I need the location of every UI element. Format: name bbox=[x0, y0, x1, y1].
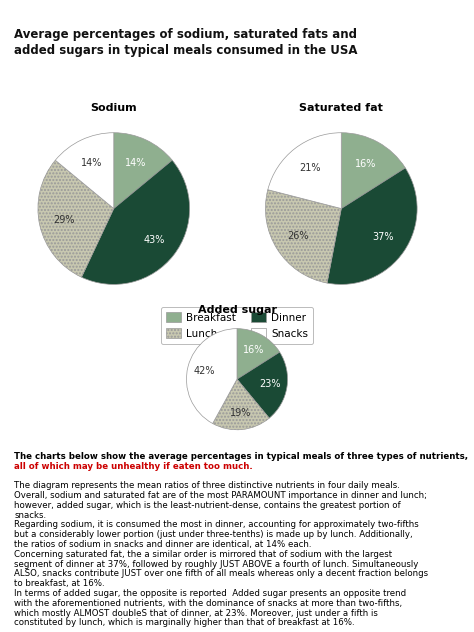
Wedge shape bbox=[186, 329, 237, 423]
Wedge shape bbox=[237, 329, 280, 379]
Text: the ratios of sodium in snacks and dinner are identical, at 14% each.: the ratios of sodium in snacks and dinne… bbox=[14, 540, 312, 549]
Text: segment of dinner at 37%, followed by roughly JUST ABOVE a fourth of lunch. Simu: segment of dinner at 37%, followed by ro… bbox=[14, 560, 419, 569]
Title: Added sugar: Added sugar bbox=[198, 305, 276, 315]
Wedge shape bbox=[38, 161, 114, 277]
Text: 16%: 16% bbox=[355, 159, 376, 169]
Wedge shape bbox=[82, 161, 190, 284]
Text: which mostly ALMOST doubleS that of dinner, at 23%. Moreover, just under a fifth: which mostly ALMOST doubleS that of dinn… bbox=[14, 609, 378, 617]
Text: 29%: 29% bbox=[54, 215, 75, 224]
Wedge shape bbox=[268, 133, 341, 209]
Text: constituted by lunch, which is marginally higher than that of breakfast at 16%.: constituted by lunch, which is marginall… bbox=[14, 618, 355, 628]
Text: with the aforementioned nutrients, with the dominance of snacks at more than two: with the aforementioned nutrients, with … bbox=[14, 599, 402, 608]
Text: 26%: 26% bbox=[288, 231, 309, 241]
Text: ALSO, snacks contribute JUST over one fifth of all meals whereas only a decent f: ALSO, snacks contribute JUST over one fi… bbox=[14, 569, 428, 578]
Text: but a considerably lower portion (just under three-tenths) is made up by lunch. : but a considerably lower portion (just u… bbox=[14, 530, 413, 539]
Text: 37%: 37% bbox=[373, 232, 394, 242]
Wedge shape bbox=[265, 190, 341, 283]
Text: 14%: 14% bbox=[82, 157, 103, 167]
Text: to breakfast, at 16%.: to breakfast, at 16%. bbox=[14, 580, 105, 588]
Wedge shape bbox=[237, 352, 288, 418]
Text: 42%: 42% bbox=[193, 366, 215, 376]
Title: Sodium: Sodium bbox=[91, 103, 137, 113]
Text: The charts below show the average percentages in typical meals of three types of: The charts below show the average percen… bbox=[14, 452, 468, 461]
Wedge shape bbox=[114, 133, 172, 209]
Text: 21%: 21% bbox=[300, 164, 321, 173]
Text: 23%: 23% bbox=[260, 379, 281, 389]
Text: Regarding sodium, it is consumed the most in dinner, accounting for approximatel: Regarding sodium, it is consumed the mos… bbox=[14, 521, 419, 530]
Wedge shape bbox=[213, 379, 269, 430]
Text: 16%: 16% bbox=[243, 344, 264, 355]
Text: snacks.: snacks. bbox=[14, 511, 46, 520]
Text: all of which may be unhealthy if eaten too much.: all of which may be unhealthy if eaten t… bbox=[14, 461, 253, 471]
Text: however, added sugar, which is the least-nutrient-dense, contains the greatest p: however, added sugar, which is the least… bbox=[14, 501, 401, 510]
Wedge shape bbox=[327, 168, 417, 284]
Text: Average percentages of sodium, saturated fats and
added sugars in typical meals : Average percentages of sodium, saturated… bbox=[14, 28, 358, 58]
Text: 14%: 14% bbox=[125, 157, 146, 167]
Text: The diagram represents the mean ratios of three distinctive nutrients in four da: The diagram represents the mean ratios o… bbox=[14, 482, 400, 490]
Legend: Breakfast, Lunch, Dinner, Snacks: Breakfast, Lunch, Dinner, Snacks bbox=[161, 307, 313, 344]
Wedge shape bbox=[55, 133, 114, 209]
Text: Concerning saturated fat, the a similar order is mirrored that of sodium with th: Concerning saturated fat, the a similar … bbox=[14, 550, 392, 559]
Text: 19%: 19% bbox=[229, 408, 251, 418]
Text: Overall, sodium and saturated fat are of the most PARAMOUNT importance in dinner: Overall, sodium and saturated fat are of… bbox=[14, 491, 427, 500]
Text: In terms of added sugar, the opposite is reported  Added sugar presents an oppos: In terms of added sugar, the opposite is… bbox=[14, 589, 406, 598]
Wedge shape bbox=[341, 133, 405, 209]
Title: Saturated fat: Saturated fat bbox=[300, 103, 383, 113]
Text: 43%: 43% bbox=[143, 234, 164, 245]
